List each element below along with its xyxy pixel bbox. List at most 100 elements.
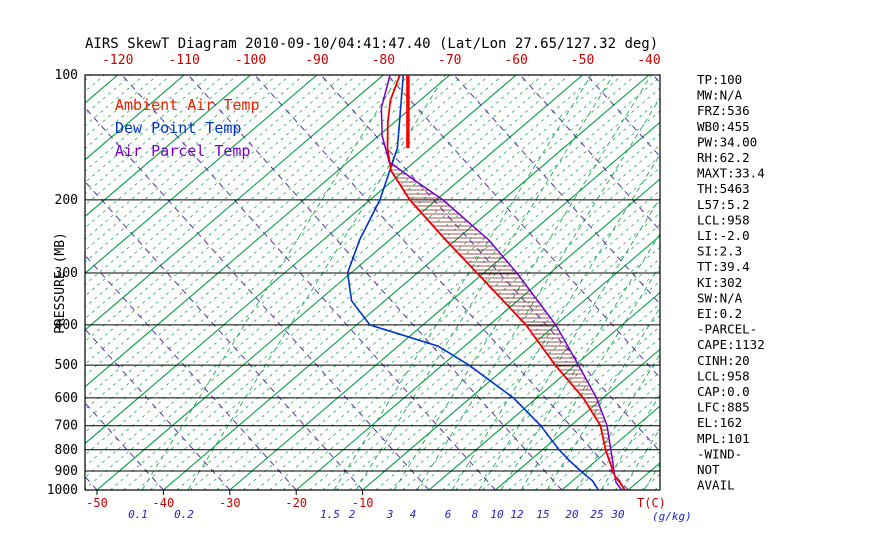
isotherm-minor-line [85,75,331,286]
isotherm-minor-line [0,75,25,490]
stat-line: WB0:455 [697,119,750,134]
pressure-tick-label: 900 [55,464,78,479]
isotherm-minor-line [85,75,504,433]
stat-line: -PARCEL- [697,322,757,337]
temp-unit-label: T(C) [637,496,666,510]
pressure-tick-label: 400 [55,318,78,333]
mixing-ratio-label: 8 [472,508,479,521]
stat-line: FRZ:536 [697,103,750,118]
dry-adiabat-line [453,75,660,305]
stat-line: NOT [697,462,720,477]
isotherm-minor-line [136,75,623,490]
isotherm-line [85,75,318,274]
isotherm-minor-line [415,280,660,490]
isotherm-line [495,348,660,490]
isotherm-minor-line [242,133,660,490]
dry-adiabat-line [320,75,660,453]
bottom-temp-label: -20 [285,496,307,510]
isotherm-minor-line [110,75,597,490]
isotherm-minor-line [349,224,660,490]
dry-adiabat-line [254,75,629,490]
isotherm-minor-line [85,75,198,172]
isotherm-minor-line [256,144,660,490]
mixing-ratio-label: 3 [386,508,394,521]
pressure-tick-label: 700 [55,419,78,434]
top-temp-label: -80 [372,53,395,68]
mixing-ratio-label: 15 [536,508,549,521]
bottom-temp-label: -10 [352,496,374,510]
mixing-ratio-line [451,153,660,490]
isotherm-minor-line [85,75,291,252]
dry-adiabat-line [519,75,660,231]
stat-line: LI:-2.0 [697,228,750,243]
mixing-ratio-label: 0.2 [174,508,194,521]
pressure-tick-label: 200 [55,193,78,208]
mixing-ratio-label: 12 [510,508,524,521]
mixing-ratio-label: 25 [590,508,603,521]
isotherm-minor-line [85,75,211,183]
isotherm-minor-line [85,75,424,365]
isotherm-minor-line [85,75,304,263]
mixing-unit-label: (g/kg) [652,510,692,523]
stat-line: RH:62.2 [697,150,750,165]
pressure-tick-label: 1000 [47,483,78,498]
stat-line: EI:0.2 [697,306,742,321]
top-temp-label: -110 [168,53,199,68]
mixing-ratio-line [575,353,660,490]
legend-item-label: Dew Point Temp [115,119,241,137]
dry-adiabat-line [85,254,297,490]
isotherm-line [85,75,185,161]
mixing-ratio-line [355,75,614,490]
dry-adiabat-line [0,75,31,490]
isotherm-minor-line [85,75,265,229]
isotherm-minor-line [176,76,660,490]
isotherm-minor-line [85,75,570,490]
isotherm-minor-line [85,75,557,479]
pressure-tick-label: 100 [55,68,78,83]
plot-frame [84,74,661,491]
isotherm-line [96,75,583,490]
isotherm-line [85,75,251,218]
mixing-ratio-label: 2 [349,508,356,521]
mixing-ratio-line [546,306,660,490]
stat-line: LFC:885 [697,400,750,415]
top-temp-label: -90 [305,53,328,68]
isotherm-minor-line [309,189,660,490]
isotherm-minor-line [85,75,530,456]
isotherm-line [362,235,660,490]
legend-item-label: Ambient Air Temp [115,96,260,114]
isotherm-minor-line [335,212,660,490]
mixing-ratio-label: 20 [565,508,579,521]
isotherm-line [561,405,660,490]
isotherm-minor-line [322,201,660,490]
stat-line: CINH:20 [697,353,750,368]
stat-line: SW:N/A [697,290,743,305]
isotherm-minor-line [85,75,477,410]
isotherm-minor-line [654,485,660,490]
mixing-ratio-label: 6 [445,508,452,521]
isotherm-line [229,121,660,490]
bottom-temp-label: -30 [219,496,241,510]
mixing-ratio-label: 30 [610,508,625,521]
stat-line: LCL:958 [697,368,750,383]
mixing-ratio-line [520,265,660,490]
isotherm-minor-line [402,269,660,490]
stat-line: EL:162 [697,415,742,430]
mixing-ratio-line [600,394,660,490]
stat-line: PW:34.00 [697,134,757,149]
isotherm-line [85,75,451,388]
parcel-curve [380,75,623,490]
background-lines [0,75,660,490]
isotherm-minor-line [85,75,278,240]
top-temp-label: -40 [637,53,660,68]
isotherm-minor-line [282,167,660,490]
dry-adiabat-line [85,107,430,490]
isotherm-minor-line [521,371,660,490]
stat-line: MPL:101 [697,431,750,446]
isotherm-minor-line [216,110,660,490]
top-temp-label: -100 [235,53,266,68]
stat-line: MW:N/A [697,88,743,103]
isotherm-minor-line [269,155,660,490]
stat-line: SI:2.3 [697,244,742,259]
